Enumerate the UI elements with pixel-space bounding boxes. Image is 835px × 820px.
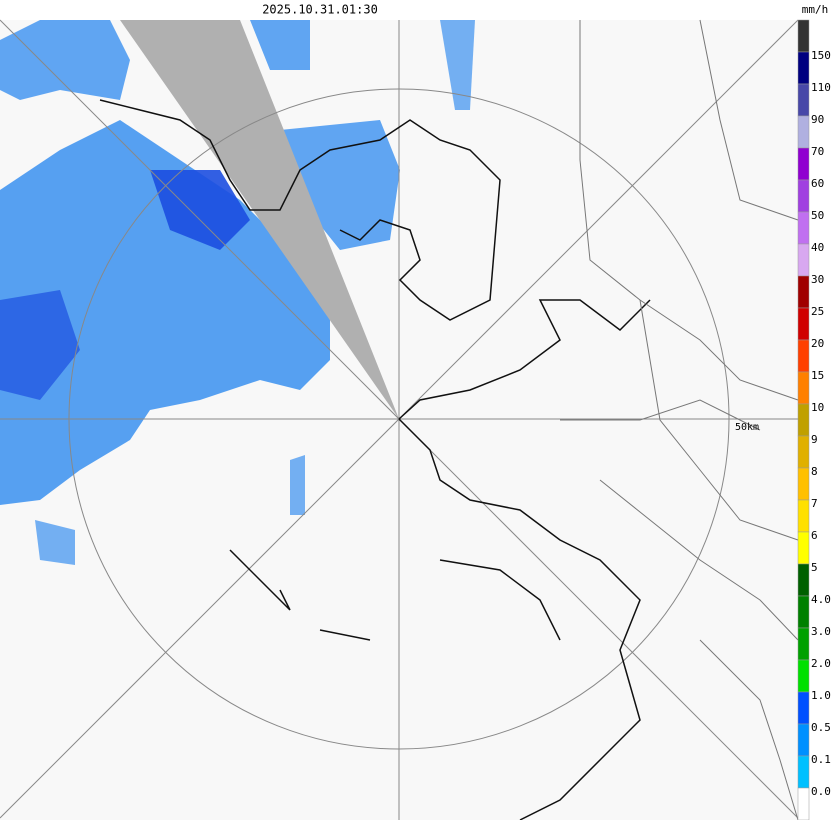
legend-swatch	[797, 307, 810, 341]
legend-swatch	[797, 371, 810, 405]
legend-swatch	[797, 563, 810, 597]
legend-label: 10	[811, 401, 824, 414]
echoes	[0, 20, 475, 565]
legend-swatch	[797, 787, 810, 820]
legend-label: 6	[811, 529, 818, 542]
legend-label: 4.0	[811, 593, 831, 606]
legend-label: 0.1	[811, 753, 831, 766]
legend-label: 0.0	[811, 785, 831, 798]
legend-swatch	[797, 531, 810, 565]
legend-label: 9	[811, 433, 818, 446]
legend-swatch	[797, 755, 810, 789]
legend-swatch	[797, 83, 810, 117]
legend-label: 30	[811, 273, 824, 286]
legend-label: 110	[811, 81, 831, 94]
legend-label: 150	[811, 49, 831, 62]
legend-label: 0.5	[811, 721, 831, 734]
legend-swatch	[797, 275, 810, 309]
legend-swatch	[797, 243, 810, 277]
legend-swatch	[797, 147, 810, 181]
legend-swatch	[797, 19, 810, 53]
legend-label: 90	[811, 113, 824, 126]
blocked-sector	[120, 20, 399, 419]
coastline	[99, 99, 651, 820]
legend-swatch	[797, 659, 810, 693]
legend-unit: mm/h	[802, 3, 829, 16]
legend-swatch	[797, 627, 810, 661]
legend-label: 3.0	[811, 625, 831, 638]
legend: 150 110 90 70 60 50 40 30 25 20 15 10 9 8 7 6 5 4.0 3.0 2.0…	[797, 19, 831, 820]
legend-swatch	[797, 51, 810, 85]
legend-label: 2.0	[811, 657, 831, 670]
legend-swatch	[797, 403, 810, 437]
legend-label: 50	[811, 209, 824, 222]
boundaries	[560, 19, 799, 820]
legend-label: 1.0	[811, 689, 831, 702]
legend-swatch	[797, 723, 810, 757]
legend-label: 15	[811, 369, 824, 382]
legend-swatch	[797, 211, 810, 245]
timestamp: 2025.10.31.01:30	[262, 3, 378, 17]
range-label: 50km	[735, 422, 759, 433]
legend-swatch	[797, 435, 810, 469]
legend-label: 5	[811, 561, 818, 574]
legend-label: 20	[811, 337, 824, 350]
legend-swatch	[797, 115, 810, 149]
legend-label: 60	[811, 177, 824, 190]
legend-swatch	[797, 179, 810, 213]
legend-label: 70	[811, 145, 824, 158]
legend-label: 8	[811, 465, 818, 478]
legend-label: 40	[811, 241, 824, 254]
legend-swatch	[797, 467, 810, 501]
legend-swatch	[797, 339, 810, 373]
legend-label: 7	[811, 497, 818, 510]
legend-swatch	[797, 595, 810, 629]
legend-swatch	[797, 691, 810, 725]
legend-label: 25	[811, 305, 824, 318]
legend-swatch	[797, 499, 810, 533]
